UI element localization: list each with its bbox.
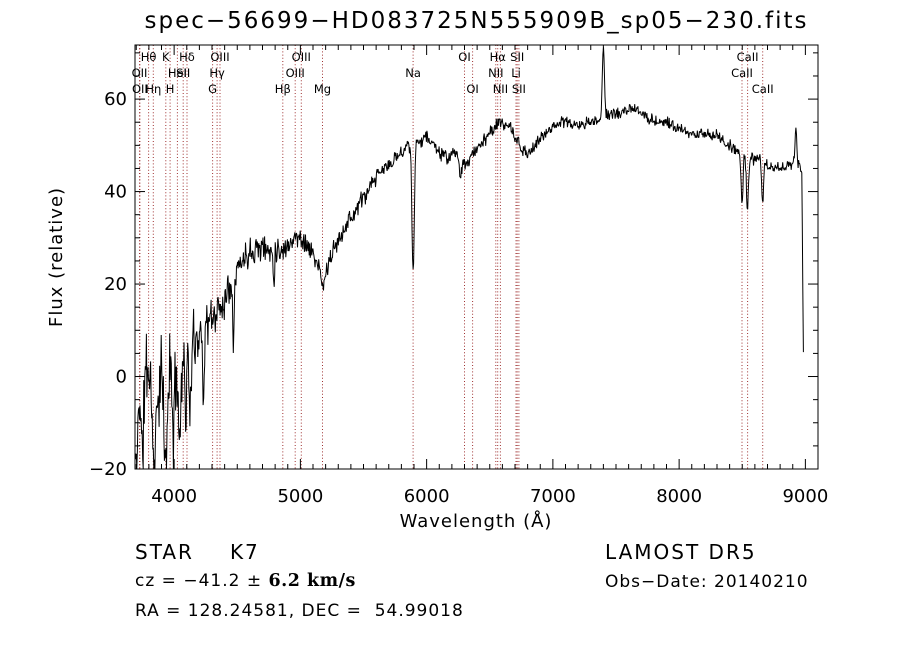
y-tick-label: 40 (104, 182, 127, 203)
spectral-line-label: Hγ (209, 66, 225, 80)
spectral-line-label: OI (458, 50, 470, 64)
spectral-line-label: NII (488, 66, 503, 80)
spectral-line-label: SII (176, 66, 190, 80)
y-tick-label: 60 (104, 89, 127, 110)
y-tick-label: −20 (89, 459, 127, 480)
plot-frame (134, 44, 819, 470)
spectral-line-label: OII (132, 66, 148, 80)
spectral-line-label: G (208, 82, 217, 96)
obs-date-label: Obs−Date: 20140210 (605, 572, 809, 592)
spectral-line-label: OIII (210, 50, 229, 64)
x-tick-label: 6000 (404, 486, 450, 507)
plot-layer: 4000 5000 6000 7000 8000 9000 −20 0 20 40 60 OII OII… (89, 44, 828, 507)
spectral-line-label: Hη (145, 82, 161, 96)
spectral-line-label: HeI (168, 66, 187, 80)
spectral-line-label: Na (405, 66, 421, 80)
spectral-line-label: Li (511, 66, 521, 80)
x-axis-title: Wavelength (Å) (400, 510, 553, 532)
x-tick-label: 5000 (277, 486, 323, 507)
survey-label: LAMOST DR5 (605, 540, 757, 564)
spectral-line-label: SII (512, 82, 526, 96)
classification-line: STAR K7 (135, 540, 260, 564)
x-tick-label: 8000 (656, 486, 702, 507)
y-tick-label: 0 (116, 367, 127, 388)
plot-title: spec−56699−HD083725N555909B_sp05−230.fit… (144, 8, 809, 34)
spectral-line-label: Hδ (179, 50, 195, 64)
spectral-line-label: Mg (314, 82, 331, 96)
spectral-line-label: Hβ (275, 82, 291, 96)
spectral-line-label: CaII (752, 82, 774, 96)
spectral-line-label: CaII (731, 66, 753, 80)
x-tick-label: 9000 (782, 486, 828, 507)
x-tick-label: 4000 (151, 486, 197, 507)
spectral-line-label: Hθ (141, 50, 157, 64)
cz-error: 6.2 km/s (268, 571, 356, 591)
spectral-line-label: OII (132, 82, 148, 96)
spectrum-path (134, 47, 804, 469)
spectral-line-label: SII (510, 50, 524, 64)
spectral-line-label: NII (493, 82, 508, 96)
object-class: STAR (135, 540, 194, 564)
y-tick-label: 20 (104, 274, 127, 295)
spectral-line-label: OIII (286, 66, 305, 80)
spectral-line-label: CaII (737, 50, 759, 64)
spectral-line-label: K (162, 50, 170, 64)
spectral-line-label: OI (466, 82, 478, 96)
spectral-line-label: H (166, 82, 175, 96)
spectral-line-label: OIII (292, 50, 311, 64)
coordinates-line: RA = 128.24581, DEC = 54.99018 (135, 601, 464, 621)
spectral-line-label: Hα (490, 50, 507, 64)
cz-value: cz = −41.2 ± (135, 571, 269, 591)
radial-velocity-line: cz = −41.2 ± 6.2 km/s (135, 571, 356, 591)
x-tick-label: 7000 (530, 486, 576, 507)
object-subclass: K7 (229, 540, 260, 564)
y-axis-title: Flux (relative) (46, 187, 67, 327)
